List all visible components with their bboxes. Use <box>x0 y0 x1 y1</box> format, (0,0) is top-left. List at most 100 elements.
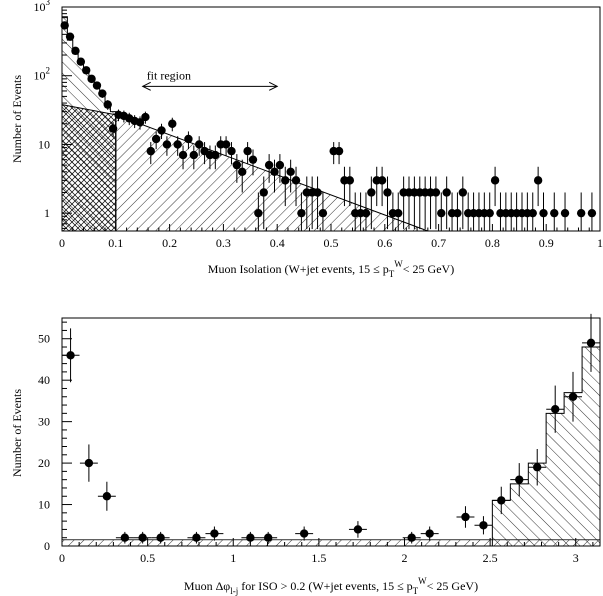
x-tick-label: 0.9 <box>539 236 554 250</box>
y-tick-label: 10 <box>38 498 50 512</box>
data-point <box>560 208 570 218</box>
data-point <box>84 458 94 468</box>
data-point <box>353 525 363 534</box>
x-tick-label: 3 <box>573 551 579 565</box>
data-point <box>98 89 107 98</box>
top-x-axis-label: Muon Isolation (W+jet events, 15 ≤ pTW< … <box>208 259 454 279</box>
y-tick-label: 1 <box>44 206 50 220</box>
data-point <box>377 176 387 185</box>
data-point <box>587 208 597 218</box>
data-point <box>151 134 161 144</box>
data-point <box>334 146 344 156</box>
y-tick-label: 102 <box>34 66 51 83</box>
data-point <box>479 521 488 530</box>
data-point <box>173 140 182 149</box>
data-point <box>146 146 155 156</box>
data-point <box>431 188 441 197</box>
data-point <box>313 188 322 197</box>
x-tick-label: 0.7 <box>431 236 446 250</box>
data-point <box>453 208 462 218</box>
data-point <box>407 533 416 542</box>
y-tick-label: 40 <box>38 373 50 387</box>
data-point <box>211 150 220 160</box>
data-point <box>192 533 201 542</box>
data-point <box>141 112 150 122</box>
x-tick-label: 0 <box>59 551 65 565</box>
y-tick-label: 30 <box>38 415 50 429</box>
data-point <box>248 155 258 164</box>
top-y-axis-label: Number of Events <box>10 75 24 163</box>
data-point <box>299 529 309 538</box>
data-point <box>286 167 295 176</box>
data-point <box>87 74 96 84</box>
data-point <box>246 533 255 542</box>
x-tick-label: 0.4 <box>270 236 285 250</box>
data-point <box>383 188 392 197</box>
data-point <box>76 57 86 66</box>
data-point <box>227 146 236 156</box>
data-point <box>550 208 559 218</box>
bottom-y-axis-label: Number of Events <box>10 389 24 477</box>
x-tick-label: 2.5 <box>483 551 498 565</box>
delta-phi-chart: 0 0.5 1 1.5 2 2.5 3 0 10 20 30 40 50 Number of Even… <box>10 313 601 596</box>
x-tick-label: 0.1 <box>108 236 123 250</box>
data-point <box>66 351 75 360</box>
x-tick-label: 0 <box>59 236 65 250</box>
data-point <box>361 208 371 218</box>
x-tick-label: 0.8 <box>485 236 500 250</box>
data-point <box>221 140 231 149</box>
data-point <box>156 533 165 542</box>
data-point <box>425 529 434 538</box>
x-tick-label: 0.3 <box>216 236 231 250</box>
data-point <box>108 124 118 133</box>
x-tick-label: 0.2 <box>162 236 177 250</box>
arrow-head-left <box>141 81 151 91</box>
data-point <box>120 533 130 542</box>
data-point <box>367 188 376 197</box>
data-point <box>243 146 252 156</box>
data-point <box>135 118 145 127</box>
x-tick-label: 1 <box>597 236 603 250</box>
data-point <box>461 512 470 522</box>
bottom-x-axis-label: Muon Δφl-j for ISO > 0.2 (W+jet events, … <box>184 576 478 596</box>
data-point <box>533 176 543 185</box>
data-point <box>168 119 177 128</box>
x-tick-label: 0.6 <box>377 236 392 250</box>
data-point <box>586 338 596 348</box>
x-tick-label: 0.5 <box>324 236 339 250</box>
data-point <box>82 66 91 75</box>
x-tick-label: 0.5 <box>140 551 155 565</box>
x-tick-label: 1.5 <box>311 551 326 565</box>
data-point <box>485 208 494 218</box>
arrow-head-right <box>268 81 279 91</box>
data-point <box>92 81 102 90</box>
data-point <box>232 160 242 170</box>
data-point <box>102 492 112 501</box>
data-point <box>71 46 80 56</box>
data-point <box>297 208 306 218</box>
data-point <box>394 208 403 218</box>
data-point <box>263 533 273 542</box>
fit-region-label: fit region <box>147 68 191 82</box>
data-point <box>189 150 199 160</box>
y-tick-label: 50 <box>38 332 50 346</box>
y-tick-label: 20 <box>38 456 50 470</box>
data-point <box>184 134 193 144</box>
y-tick-label: 10 <box>38 137 50 151</box>
data-point <box>238 167 247 176</box>
data-point <box>138 533 147 542</box>
data-point <box>442 188 451 197</box>
data-point <box>162 140 172 149</box>
data-point <box>281 176 290 185</box>
y-tick-label: 103 <box>34 0 51 14</box>
data-point <box>318 208 328 218</box>
data-point <box>65 32 75 41</box>
isolation-chart: 0 0.1 0.2 0.3 0.4 0.5 0.6 0.7 0.8 0.9 1 110102103 … <box>10 0 603 279</box>
x-tick-label: 2 <box>402 551 408 565</box>
data-point <box>210 529 219 538</box>
data-point <box>264 160 274 170</box>
y-tick-label: 0 <box>44 539 50 553</box>
data-point <box>103 100 112 109</box>
data-point <box>528 208 537 218</box>
